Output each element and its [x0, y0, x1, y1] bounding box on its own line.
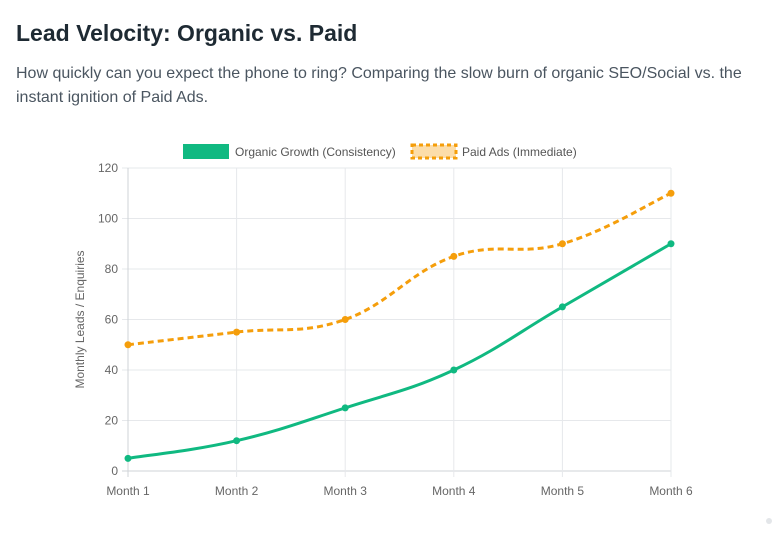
x-tick-label-5: Month 6 — [649, 484, 693, 498]
x-tick-label-1: Month 2 — [215, 484, 259, 498]
page-title: Lead Velocity: Organic vs. Paid — [16, 20, 358, 46]
x-tick-label-3: Month 4 — [432, 484, 476, 498]
series-layer — [124, 189, 675, 462]
y-axis-label: Monthly Leads / Enquiries — [73, 250, 87, 388]
series-0-point-3 — [450, 366, 458, 374]
x-tick-label-4: Month 5 — [541, 484, 585, 498]
legend-swatch-organic — [183, 144, 229, 159]
series-1-point-1 — [233, 328, 241, 336]
series-0-point-5 — [667, 240, 675, 248]
x-tick-label-2: Month 3 — [324, 484, 368, 498]
axis-layer: 0 20 40 60 80 100 120 Month 1 Month 2 Month 3 Mont… — [73, 161, 693, 498]
y-tick-label-100: 100 — [98, 212, 118, 226]
series-1-point-5 — [667, 189, 675, 197]
corner-mark — [766, 518, 772, 524]
series-1-point-3 — [450, 252, 458, 260]
y-tick-label-80: 80 — [105, 262, 119, 276]
y-tick-label-20: 20 — [105, 414, 119, 428]
series-0-point-0 — [124, 454, 132, 462]
legend-label-paid: Paid Ads (Immediate) — [462, 145, 577, 159]
grid-layer — [122, 167, 672, 477]
y-tick-label-60: 60 — [105, 313, 119, 327]
legend-label-organic: Organic Growth (Consistency) — [235, 145, 396, 159]
x-tick-label-0: Month 1 — [106, 484, 150, 498]
y-tick-label-40: 40 — [105, 363, 119, 377]
y-tick-label-120: 120 — [98, 161, 118, 175]
series-1-point-4 — [558, 240, 566, 248]
legend-swatch-paid — [410, 143, 458, 160]
y-tick-label-0: 0 — [111, 464, 118, 478]
series-0-point-2 — [341, 404, 349, 412]
series-line-0 — [127, 242, 672, 460]
series-0-point-1 — [233, 437, 241, 445]
page-subtitle: How quickly can you expect the phone to … — [16, 65, 742, 106]
legend-layer: Organic Growth (Consistency) Paid Ads (Im… — [183, 143, 577, 160]
series-1-point-2 — [341, 316, 349, 323]
series-0-point-4 — [558, 303, 566, 311]
series-line-1 — [127, 191, 672, 347]
series-1-point-0 — [124, 341, 132, 349]
